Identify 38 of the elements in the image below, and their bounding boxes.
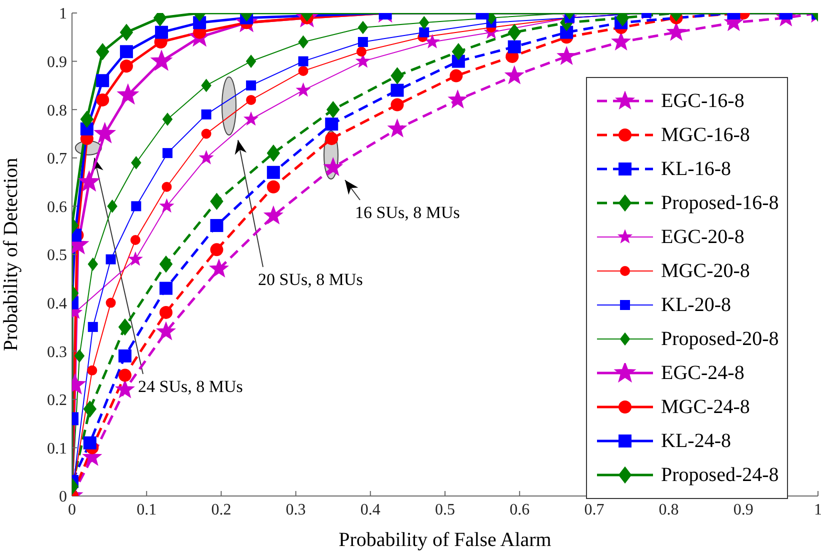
legend-label: MGC-24-8 — [661, 396, 750, 418]
x-tick-label: 0.3 — [286, 501, 306, 518]
y-tick-label: 0.8 — [47, 102, 67, 120]
legend-label: EGC-24-8 — [661, 362, 744, 384]
y-tick-label: 0.3 — [47, 344, 67, 361]
annotation: 16 SUs, 8 MUs — [355, 203, 460, 222]
legend-label: MGC-20-8 — [661, 260, 750, 282]
x-tick-label: 0.4 — [360, 501, 380, 518]
legend-label: MGC-16-8 — [661, 124, 750, 146]
x-tick-label: 0.5 — [435, 501, 455, 518]
annotation: 20 SUs, 8 MUs — [258, 270, 363, 289]
legend-label: EGC-16-8 — [661, 90, 744, 112]
y-tick-label: 0.7 — [47, 150, 67, 168]
x-tick-label: 0.1 — [136, 501, 157, 518]
legend-label: KL-20-8 — [661, 294, 731, 316]
x-tick-label: 0.6 — [510, 501, 530, 518]
y-tick-label: 1 — [59, 6, 67, 23]
x-tick-label: 0.7 — [584, 501, 604, 518]
x-tick-label: 0.8 — [658, 501, 679, 518]
legend-label: Proposed-24-8 — [661, 464, 779, 486]
legend-label: KL-16-8 — [661, 158, 731, 180]
annotation: 24 SUs, 8 MUs — [138, 377, 243, 396]
y-tick-label: 0.6 — [47, 198, 67, 216]
y-tick-label: 0.5 — [47, 247, 67, 264]
y-tick-label: 0 — [59, 488, 67, 506]
x-tick-label: 0.9 — [733, 501, 754, 518]
x-tick-label: 1 — [814, 501, 821, 518]
legend-label: KL-24-8 — [661, 430, 731, 452]
x-tick-label: 0.2 — [211, 501, 232, 518]
legend-label: EGC-20-8 — [661, 226, 744, 248]
y-tick-label: 0.2 — [47, 392, 67, 410]
legend-label: Proposed-20-8 — [661, 328, 779, 350]
legend-label: Proposed-16-8 — [661, 192, 779, 214]
y-tick-label: 0.9 — [47, 54, 67, 71]
x-axis-title: Probability of False Alarm — [338, 529, 552, 551]
y-axis-title: Probability of Detection — [0, 158, 22, 352]
y-tick-label: 0.4 — [47, 295, 67, 312]
y-tick-label: 0.1 — [47, 440, 67, 458]
